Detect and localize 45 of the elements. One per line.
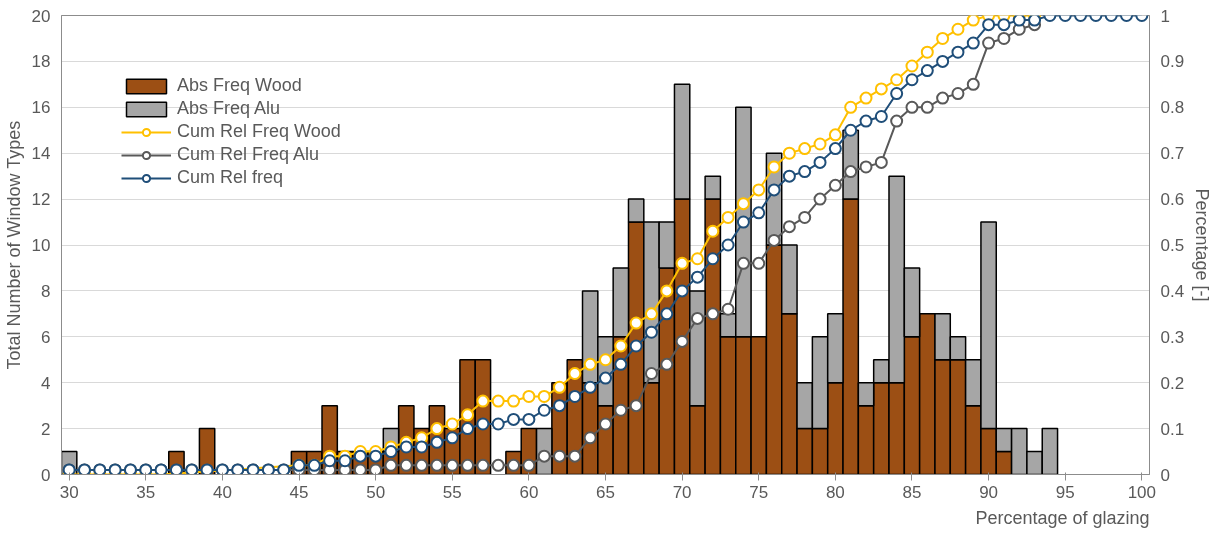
y-tick-label: 10: [31, 236, 51, 255]
legend-label: Cum Rel Freq Alu: [177, 144, 320, 165]
x-tick-label: 55: [442, 482, 462, 502]
legend-label: Cum Rel freq: [177, 167, 284, 188]
y2-tick-label: 0.6: [1160, 190, 1185, 210]
legend-label: Abs Freq Wood: [177, 75, 302, 96]
x-tick-label: 60: [519, 482, 539, 502]
x-tick-label: 35: [136, 482, 156, 502]
x-tick-label: 85: [902, 482, 922, 502]
x-tick-label: 30: [59, 482, 79, 502]
x-tick-label: 65: [596, 482, 615, 502]
y2-tick-label: 0.1: [1160, 419, 1185, 439]
x-tick-label: 50: [366, 482, 386, 502]
y-tick-label: 18: [31, 52, 51, 72]
x-tick-label: 100: [1127, 482, 1157, 502]
y-axis-title: Total Number of Window Types: [3, 120, 24, 370]
y2-tick-label: 0: [1160, 465, 1170, 485]
y2-tick-label: 0.2: [1160, 373, 1185, 393]
y2-tick-label: 0.9: [1160, 52, 1185, 72]
x-tick-label: 75: [749, 482, 769, 502]
y-tick-label: 14: [31, 144, 51, 164]
y-tick-label: 0: [41, 465, 51, 485]
x-tick-label: 40: [212, 482, 232, 502]
y2-tick-label: 0.7: [1160, 144, 1185, 164]
y-tick-label: 2: [41, 419, 51, 439]
y2-tick-label: 0.5: [1160, 236, 1185, 255]
x-axis-title: Percentage of glazing: [975, 507, 1150, 528]
y2-tick-label: 1: [1160, 6, 1170, 26]
x-tick-label: 80: [825, 482, 845, 502]
y-tick-label: 4: [41, 373, 51, 393]
y2-axis-title: Percentage [-]: [1192, 188, 1213, 302]
legend-label: Abs Freq Alu: [177, 98, 281, 119]
y-tick-label: 12: [31, 190, 51, 210]
y2-tick-label: 0.8: [1160, 98, 1185, 118]
x-tick-label: 95: [1055, 482, 1075, 502]
legend-label: Cum Rel Freq Wood: [177, 121, 341, 142]
y-tick-label: 6: [41, 327, 51, 347]
x-tick-label: 90: [979, 482, 999, 502]
y-tick-label: 20: [31, 6, 51, 26]
y-tick-label: 8: [41, 281, 51, 301]
y2-tick-label: 0.4: [1160, 281, 1185, 301]
y2-tick-label: 0.3: [1160, 327, 1185, 347]
x-tick-label: 45: [289, 482, 309, 502]
y-tick-label: 16: [31, 98, 51, 118]
x-tick-label: 70: [672, 482, 692, 502]
